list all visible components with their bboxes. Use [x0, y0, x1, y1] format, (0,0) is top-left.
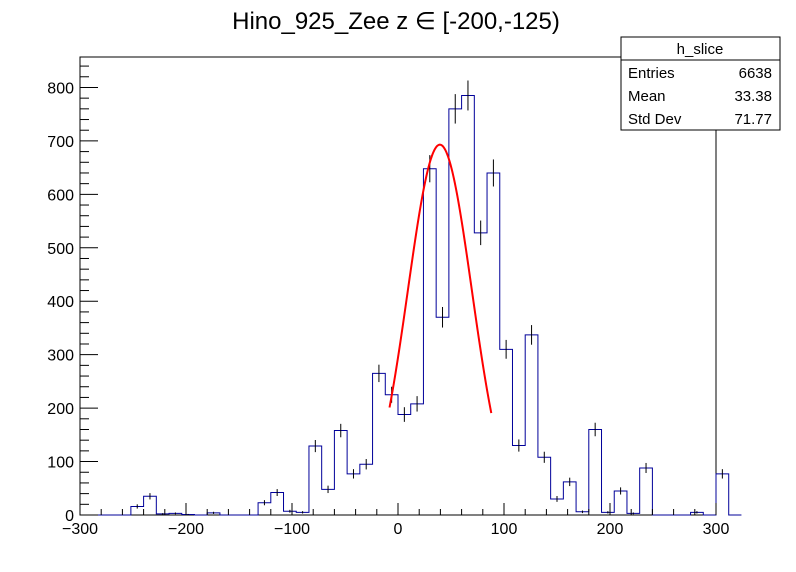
y-tick-label: 0	[65, 508, 74, 525]
histogram-outline	[80, 94, 742, 516]
stats-mean-value: 33.38	[734, 88, 772, 105]
stats-stddev-label: Std Dev	[628, 111, 682, 128]
x-tick-label: 0	[394, 521, 403, 538]
stats-entries-value: 6638	[739, 65, 772, 82]
stats-box: h_slice Entries 6638 Mean 33.38 Std Dev …	[620, 36, 781, 131]
fit-curve	[388, 143, 493, 414]
y-tick-label: 700	[47, 134, 74, 151]
stats-stddev-value: 71.77	[734, 111, 772, 128]
y-tick-label: 200	[47, 401, 74, 418]
y-tick-label: 400	[47, 294, 74, 311]
x-tick-label: 200	[597, 521, 624, 538]
x-tick-label: −100	[274, 521, 310, 538]
x-tick-label: −200	[168, 521, 204, 538]
y-tick-label: 600	[47, 187, 74, 204]
stats-mean-label: Mean	[628, 88, 666, 105]
x-axis: −300 −200 −100 0 100 200 300	[62, 503, 729, 538]
y-tick-label: 500	[47, 241, 74, 258]
chart-title: Hino_925_Zee z ∈ [-200,-125)	[232, 8, 560, 35]
y-axis: 0 100 200 300 400 500 600 700 800	[47, 65, 98, 525]
y-tick-label: 100	[47, 455, 74, 472]
x-tick-label: 300	[703, 521, 730, 538]
histogram	[80, 94, 742, 516]
x-tick-label: 100	[491, 521, 518, 538]
y-tick-label: 800	[47, 80, 74, 97]
y-tick-label: 300	[47, 348, 74, 365]
error-bars	[136, 80, 723, 515]
stats-entries-label: Entries	[628, 65, 675, 82]
stats-box-title: h_slice	[677, 41, 724, 58]
x-tick-label: −300	[62, 521, 98, 538]
stats-box-frame	[620, 36, 781, 131]
